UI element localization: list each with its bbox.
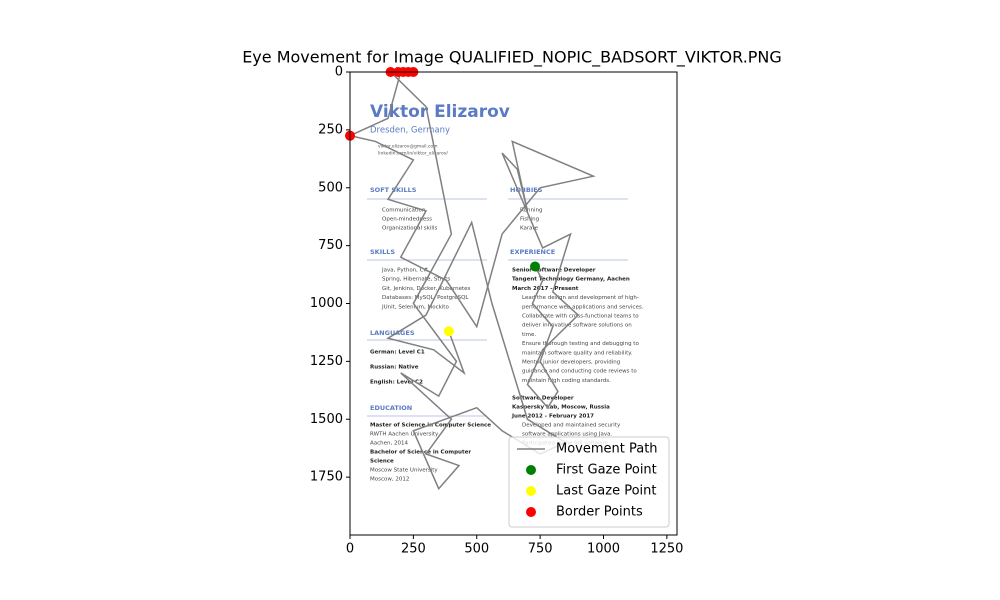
resume-line: Science [370, 459, 394, 465]
resume-location: Dresden, Germany [370, 126, 450, 136]
x-tick-label: 0 [346, 542, 354, 557]
resume-name: Viktor Elizarov [370, 102, 510, 122]
resume-line: Kaspersky Lab, Moscow, Russia [512, 405, 610, 411]
gaze-point [530, 261, 541, 272]
resume-line: Developed and maintained security [522, 423, 621, 429]
x-tick-label: 1000 [587, 542, 620, 557]
y-tick-label: 250 [318, 122, 343, 137]
resume-line: Tangent Technology Germany, Aachen [512, 277, 630, 283]
resume-line: Master of Science in Computer Science [370, 423, 491, 429]
resume-image: Viktor Elizarov Dresden, Germany viktor.… [367, 102, 644, 483]
resume-line: Ensure thorough testing and debugging to [522, 341, 639, 347]
resume-line: Collaborate with cross-functional teams … [522, 314, 639, 320]
resume-line: Git, Jenkins, Docker, Kubernetes [382, 286, 471, 292]
y-tick-label: 750 [318, 238, 343, 253]
resume-line: deliver innovative software solutions on [522, 323, 632, 329]
resume-line: performance web applications and service… [522, 304, 644, 310]
legend-swatch [526, 465, 536, 475]
resume-line: Mentor junior developers, providing [522, 360, 620, 366]
resume-line: software applications using Java. [522, 432, 613, 438]
y-tick-label: 1250 [310, 354, 343, 369]
legend-label: Movement Path [556, 442, 658, 457]
legend-swatch [526, 507, 536, 517]
resume-line: Senior Software Developer [512, 268, 596, 274]
resume-line: Java, Python, C# [381, 268, 429, 274]
resume-line: Fishing [520, 217, 539, 223]
resume-line: Moscow State University [370, 468, 438, 474]
y-tick-label: 1750 [310, 470, 343, 485]
resume-line: Organizational skills [382, 226, 437, 232]
section-heading: EDUCATION [370, 404, 412, 412]
resume-line: German: Level C1 [370, 350, 425, 356]
section-heading: EXPERIENCE [510, 248, 555, 256]
legend-box [508, 436, 670, 528]
legend-label: Last Gaze Point [556, 484, 656, 499]
chart-title: Eye Movement for Image QUALIFIED_NOPIC_B… [242, 48, 782, 68]
x-tick-label: 500 [464, 542, 489, 557]
section-heading: LANGUAGES [370, 329, 415, 337]
resume-email: viktor.elizarov@gmail.com [378, 144, 438, 150]
resume-line: Karate [520, 226, 539, 232]
legend-label: Border Points [556, 505, 643, 520]
resume-line: Spring, Hibernate, Struts [382, 277, 450, 283]
y-tick-label: 0 [335, 65, 343, 80]
x-tick-label: 1250 [650, 542, 683, 557]
y-tick-label: 500 [318, 180, 343, 195]
x-tick-label: 750 [528, 542, 553, 557]
resume-linkedin: linkedin.com/in/viktor_elizarov/ [378, 151, 448, 157]
gaze-point [443, 326, 454, 337]
resume-line: Software Developer [512, 396, 574, 402]
resume-line: Bachelor of Science in Computer [370, 450, 471, 456]
y-tick-label: 1000 [310, 296, 343, 311]
resume-line: June 2012 - February 2017 [511, 414, 594, 420]
resume-line: RWTH Aachen University [370, 432, 439, 438]
resume-line: English: Level C2 [370, 380, 423, 386]
resume-line: guidance and conducting code reviews to [522, 369, 637, 375]
resume-line: maintain software quality and reliabilit… [522, 350, 633, 356]
resume-line: Databases: MySQL, PostgreSQL [382, 295, 469, 301]
resume-line: Lead the design and development of high- [522, 295, 639, 301]
legend-label: First Gaze Point [556, 463, 657, 478]
x-tick-label: 250 [401, 542, 426, 557]
resume-line: Moscow, 2012 [370, 477, 409, 483]
axes-frame [349, 71, 678, 536]
resume-line: Communication [382, 208, 426, 214]
resume-line: Running [520, 208, 543, 214]
y-tick-label: 1500 [310, 412, 343, 427]
resume-line: time. [522, 332, 536, 338]
legend: Movement Path First Gaze Point Last Gaze P… [508, 436, 670, 528]
resume-line: Russian: Native [370, 365, 419, 371]
section-heading: HOBBIES [510, 186, 543, 194]
legend-swatch [526, 486, 536, 496]
section-heading: SKILLS [370, 248, 395, 256]
resume-line: JUnit, Selenium, Mockito [381, 304, 449, 310]
resume-line: Open-mindedness [382, 217, 432, 223]
resume-line: March 2017 - Present [512, 286, 579, 292]
resume-line: Aachen, 2014 [370, 441, 409, 447]
resume-line: maintain high coding standards. [522, 378, 611, 384]
